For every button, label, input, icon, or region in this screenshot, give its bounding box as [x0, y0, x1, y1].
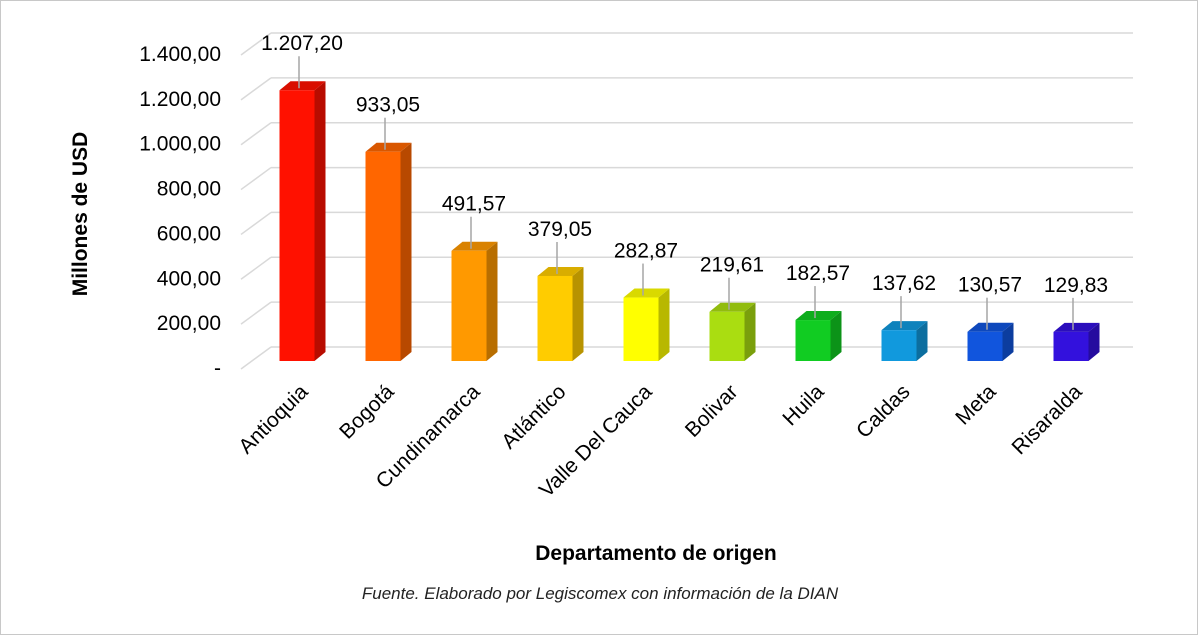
- data-label: 137,62: [872, 272, 936, 295]
- bar: [537, 275, 573, 361]
- bar-side: [916, 321, 928, 361]
- data-label: 379,05: [528, 218, 592, 241]
- bar-top: [279, 81, 326, 91]
- bar: [709, 311, 745, 361]
- bar-side: [1088, 322, 1100, 361]
- x-tick-label: Huila: [778, 380, 828, 430]
- data-label: 129,83: [1044, 274, 1108, 297]
- y-axis-title: Millones de USD: [69, 132, 92, 297]
- gridline-depth: [240, 166, 272, 191]
- bar: [795, 320, 831, 361]
- gridline-depth: [240, 122, 272, 146]
- gridline-depth: [240, 211, 272, 236]
- bar: [451, 250, 487, 361]
- bar-side: [744, 302, 756, 361]
- bar-top: [623, 288, 670, 298]
- x-tick-label: Bogotá: [335, 380, 399, 444]
- bar-top: [537, 266, 584, 276]
- source-footnote: Fuente. Elaborado por Legiscomex con inf…: [361, 584, 839, 603]
- x-tick-label: Bolivar: [681, 380, 743, 442]
- gridline-depth: [240, 32, 272, 56]
- x-tick-label: Atlántico: [497, 380, 570, 453]
- bar: [881, 330, 917, 361]
- bar-top: [1053, 322, 1100, 332]
- bar-top: [881, 321, 928, 331]
- bar: [365, 151, 401, 361]
- y-tick-label: 1.400,00: [139, 43, 221, 66]
- data-label: 933,05: [356, 94, 420, 117]
- data-label: 1.207,20: [261, 32, 343, 55]
- x-tick-label: Antioquia: [234, 380, 312, 458]
- x-axis-title: Departamento de origen: [535, 542, 777, 565]
- bar-top: [451, 241, 498, 251]
- y-tick-label: 800,00: [157, 178, 221, 201]
- bar-side: [658, 288, 670, 361]
- bar-top: [709, 302, 756, 312]
- data-label: 130,57: [958, 274, 1022, 297]
- bar-side: [314, 81, 326, 362]
- bar: [623, 297, 659, 361]
- y-tick-label: 200,00: [157, 312, 221, 335]
- y-tick-label: 1.200,00: [139, 88, 221, 111]
- bar: [1053, 331, 1089, 361]
- data-label: 282,87: [614, 240, 678, 263]
- bar-side: [486, 241, 498, 361]
- y-tick-label: 600,00: [157, 222, 221, 245]
- bar-top: [795, 311, 842, 321]
- data-label: 219,61: [700, 254, 764, 277]
- y-tick-label: 400,00: [157, 267, 221, 290]
- gridline-depth: [240, 256, 272, 280]
- bar-top: [365, 142, 412, 152]
- gridline-depth: [240, 301, 272, 325]
- bar-side: [1002, 322, 1014, 361]
- bar-top: [967, 322, 1014, 332]
- y-tick-label: -: [214, 357, 221, 380]
- bar-side: [830, 311, 842, 361]
- bar-side: [572, 266, 584, 361]
- x-tick-label: Meta: [951, 380, 1001, 430]
- bar: [967, 331, 1003, 361]
- data-label: 491,57: [442, 193, 506, 216]
- x-tick-label: Caldas: [852, 380, 914, 442]
- y-tick-label: 1.000,00: [139, 133, 221, 156]
- data-label: 182,57: [786, 262, 850, 285]
- gridline-depth: [240, 346, 272, 370]
- x-tick-label: Risaralda: [1008, 380, 1087, 459]
- bar-side: [400, 142, 412, 361]
- bar: [279, 90, 315, 362]
- gridline-depth: [240, 77, 272, 101]
